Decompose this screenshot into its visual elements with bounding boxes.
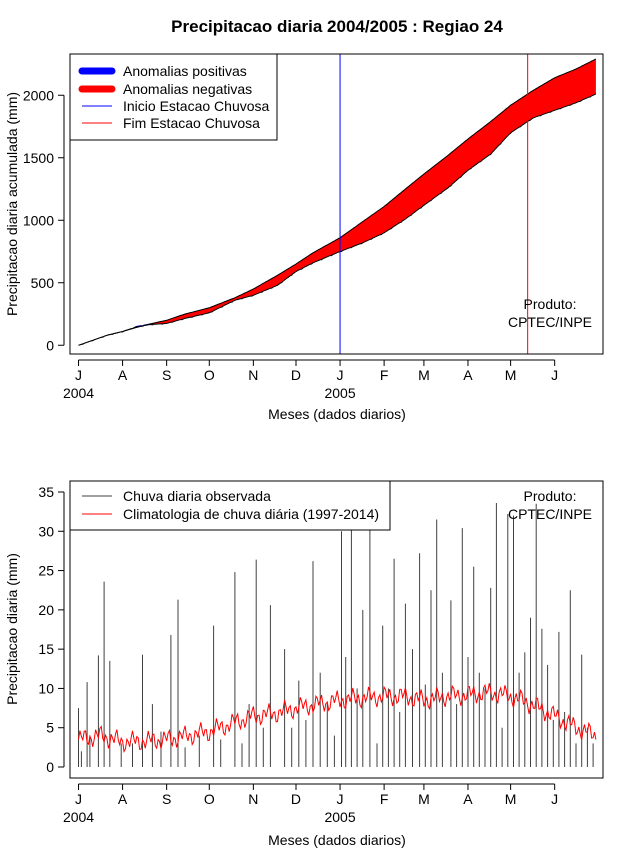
top-legend: Anomalias positivas Anomalias negativas … (69, 53, 278, 141)
top-x-tick-label: A (463, 367, 473, 383)
bottom-x-tick-label: S (162, 791, 171, 807)
bottom-x-year-label: 2005 (324, 809, 355, 825)
legend-label-positive: Anomalias positivas (123, 63, 247, 79)
bottom-x-tick-label: D (291, 791, 301, 807)
top-x-tick-label: J (337, 367, 344, 383)
top-y-axis-label: Precipitacao diaria acumulada (mm) (4, 92, 20, 316)
top-x-tick-label: S (162, 367, 171, 383)
bottom-y-tick-label: 15 (38, 641, 54, 657)
bottom-x-tick-label: J (337, 791, 344, 807)
bottom-y-tick-label: 25 (38, 563, 54, 579)
top-y-tick-label: 500 (31, 275, 55, 291)
legend-label-climatology: Climatologia de chuva diária (1997-2014) (123, 506, 379, 522)
bottom-x-tick-label: A (118, 791, 128, 807)
bottom-plot-area (78, 490, 597, 767)
legend-label-negative: Anomalias negativas (123, 81, 252, 97)
top-x-tick-label: D (291, 367, 301, 383)
top-x-year-label: 2004 (63, 385, 94, 401)
bottom-x-tick-label: J (551, 791, 558, 807)
top-x-tick-label: O (204, 367, 215, 383)
climatology-cumulative-line (78, 58, 597, 346)
top-x-tick-label: F (380, 367, 389, 383)
bottom-y-axis: 0 5 10 15 20 25 30 35 (38, 484, 65, 775)
top-x-tick-label: N (248, 367, 258, 383)
top-x-year-label: 2005 (324, 385, 355, 401)
bottom-y-tick-label: 5 (46, 720, 54, 736)
bottom-x-axis: J A S O N D J F M A M J 2004 2005 (63, 783, 558, 825)
bottom-x-tick-label: A (463, 791, 473, 807)
bottom-chart: 0 5 10 15 20 25 30 35 J A S O N D J F M A M J 2004 2005 Prec… (4, 480, 604, 848)
top-product-label: Produto: (524, 296, 577, 312)
top-x-axis: J A S O N D J F M A M J 2004 2005 (63, 359, 558, 401)
top-y-tick-label: 2000 (23, 87, 54, 103)
bottom-y-axis-label: Precipitacao diaria (mm) (4, 553, 20, 705)
bottom-x-tick-label: M (505, 791, 517, 807)
bottom-y-tick-label: 10 (38, 680, 54, 696)
bottom-y-tick-label: 20 (38, 602, 54, 618)
chart-title: Precipitacao diaria 2004/2005 : Regiao 2… (171, 17, 503, 36)
bottom-product-label: Produto: (524, 488, 577, 504)
legend-label-season-start: Inicio Estacao Chuvosa (123, 98, 270, 114)
top-x-axis-label: Meses (dados diarios) (268, 406, 406, 422)
negative-anomaly-area (78, 59, 596, 346)
bottom-x-tick-label: J (75, 791, 82, 807)
bottom-x-tick-label: O (204, 791, 215, 807)
bottom-x-year-label: 2004 (63, 809, 94, 825)
bottom-y-tick-label: 35 (38, 484, 54, 500)
top-y-tick-label: 0 (46, 337, 54, 353)
bottom-product-credit: CPTEC/INPE (508, 506, 592, 522)
top-x-tick-label: M (505, 367, 517, 383)
top-plot-frame (69, 53, 604, 355)
bottom-y-tick-label: 0 (46, 759, 54, 775)
bottom-legend: Chuva diaria observada Climatologia de c… (69, 480, 391, 531)
legend-label-season-end: Fim Estacao Chuvosa (123, 115, 260, 131)
top-x-tick-label: A (118, 367, 128, 383)
bottom-x-axis-label: Meses (dados diarios) (268, 832, 406, 848)
bottom-legend-box (69, 480, 391, 531)
top-x-tick-label: J (551, 367, 558, 383)
legend-label-observed: Chuva diaria observada (123, 488, 271, 504)
bottom-x-tick-label: M (418, 791, 430, 807)
top-plot-area (78, 54, 597, 354)
observed-cumulative-line (78, 93, 597, 346)
top-y-axis: 0 500 1000 1500 2000 (23, 87, 65, 353)
climatology-daily-line (78, 683, 597, 754)
top-chart: Precipitacao diaria 2004/2005 : Regiao 2… (4, 17, 604, 422)
top-product-credit: CPTEC/INPE (508, 314, 592, 330)
bottom-x-tick-label: F (380, 791, 389, 807)
bottom-x-tick-label: N (248, 791, 258, 807)
top-x-tick-label: J (75, 367, 82, 383)
bottom-y-tick-label: 30 (38, 523, 54, 539)
top-y-tick-label: 1000 (23, 212, 54, 228)
top-y-tick-label: 1500 (23, 150, 54, 166)
top-x-tick-label: M (418, 367, 430, 383)
